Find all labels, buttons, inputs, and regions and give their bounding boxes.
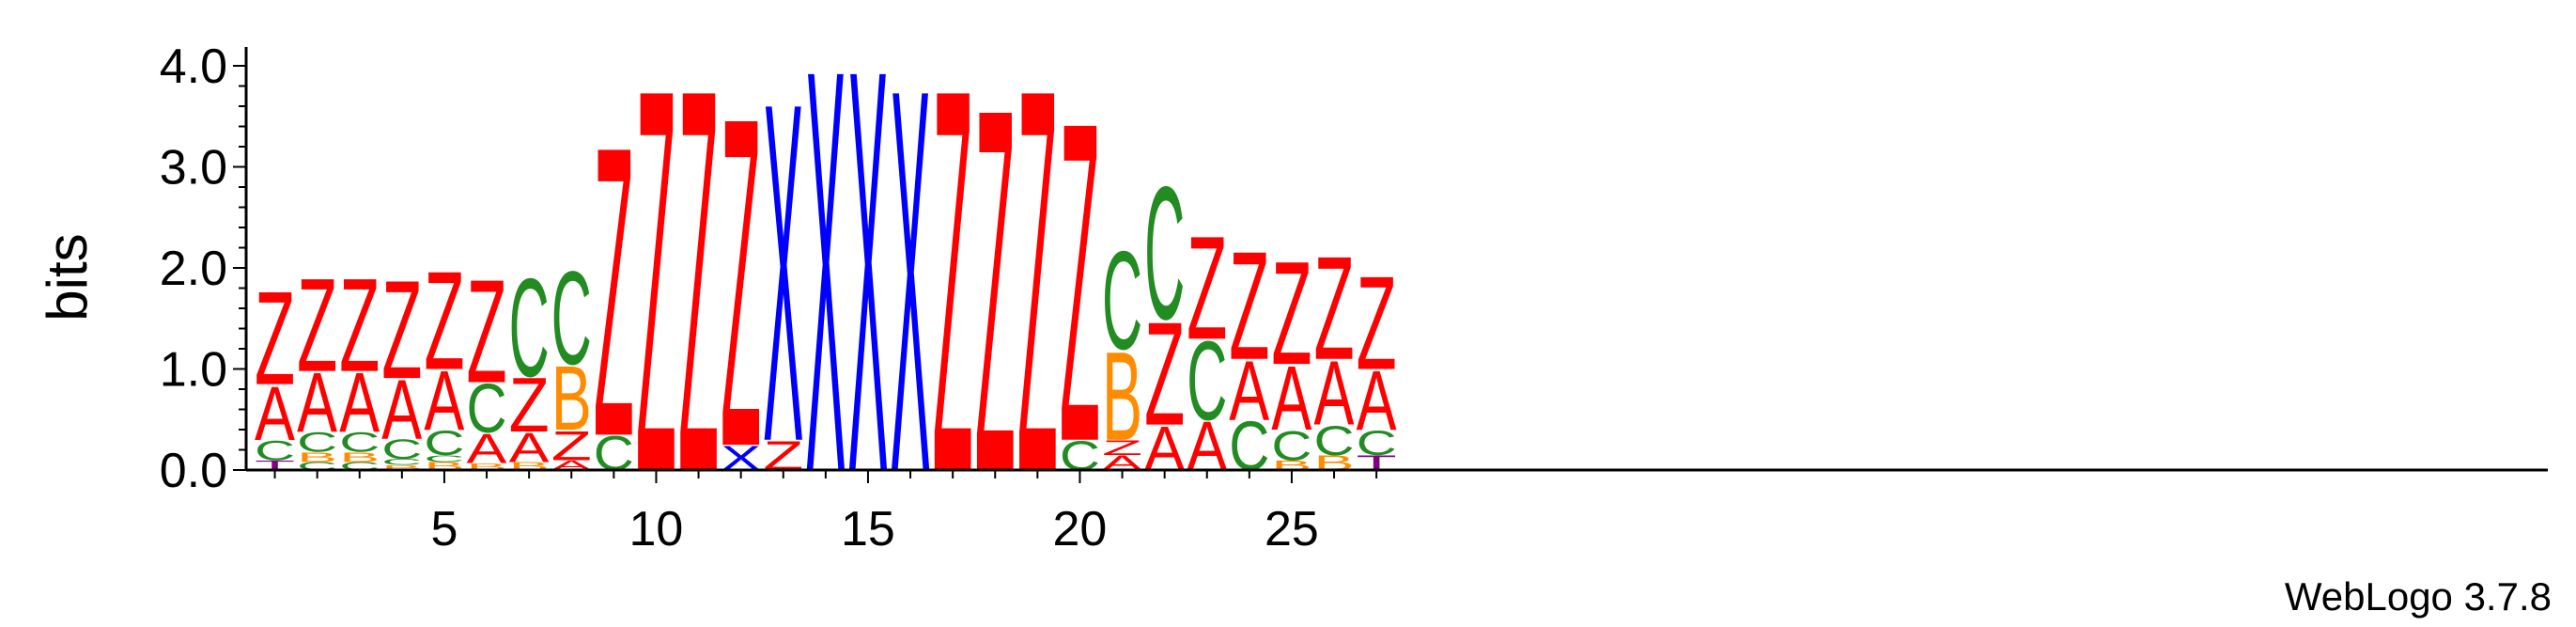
weblogo-credit: WebLogo 3.7.8 [2284, 574, 2552, 619]
y-axis-label: bits [36, 233, 99, 321]
logo-letter-B-pos-6: B [467, 462, 507, 473]
logo-letter-A-pos-4: A [381, 362, 422, 457]
y-tick-label: 3.0 [160, 141, 227, 196]
logo-letter-C-pos-5: C [424, 423, 464, 462]
logo-letter-C-pos-27: C [1357, 423, 1397, 462]
logo-letter-Z-pos-23: Z [1187, 205, 1227, 369]
logo-letter-C-pos-22: C [1144, 148, 1185, 359]
logo-letter-X-pos-14: X [805, 0, 846, 593]
x-tick-label: 10 [629, 502, 684, 556]
logo-letter-A-pos-27: A [1357, 353, 1397, 447]
logo-letter-Z-pos-9: Z [594, 59, 634, 523]
logo-letter-A-pos-24: A [1229, 343, 1269, 438]
logo-letter-Z-pos-11: Z [678, 0, 719, 587]
logo-letter-Z-pos-3: Z [339, 251, 380, 400]
y-tick-label: 4.0 [160, 39, 227, 94]
y-tick-label: 2.0 [160, 242, 227, 296]
logo-letter-C-pos-4: C [381, 433, 422, 465]
logo-letter-Z-pos-17: Z [933, 0, 973, 587]
logo-letter-Z-pos-25: Z [1271, 230, 1311, 395]
logo-letter-Z-pos-10: Z [636, 0, 676, 587]
logo-letter-C-pos-6: C [467, 370, 507, 448]
logo-letter-Z-pos-27: Z [1357, 249, 1397, 398]
logo-letter-X-pos-13: X [763, 2, 803, 542]
logo-letter-Z-pos-2: Z [297, 251, 337, 400]
x-tick-label: 5 [430, 502, 458, 556]
logo-letter-C-pos-21: C [1102, 223, 1142, 380]
logo-letter-Z-pos-19: Z [1017, 0, 1058, 587]
logo-letter-X-pos-16: X [891, 0, 931, 587]
logo-letter-Z-pos-8: Z [551, 422, 592, 469]
logo-letter-A-pos-6: A [467, 425, 507, 472]
logo-letter-C-pos-2: C [297, 426, 337, 458]
logo-letter-Z-pos-1: Z [255, 264, 295, 413]
logo-letter-Z-pos-22: Z [1144, 291, 1185, 456]
x-tick-label: 20 [1053, 502, 1108, 556]
logo-letter-A-pos-25: A [1271, 348, 1311, 449]
logo-letter-A-pos-1: A [255, 369, 296, 456]
logo-letter-A-pos-5: A [424, 353, 464, 447]
logo-letter-Z-pos-7: Z [509, 363, 550, 448]
logo-letter-C-pos-23: C [1187, 320, 1227, 445]
logo-letter-Z-pos-18: Z [975, 2, 1016, 581]
logo-letter-B-pos-4: B [381, 463, 422, 471]
logo-letter-Z-pos-24: Z [1229, 220, 1269, 392]
logo-letter-C-pos-25: C [1271, 422, 1311, 469]
logo-letter-Z-pos-12: Z [721, 20, 761, 545]
logo-letter-C-pos-8: C [551, 243, 592, 393]
logo-letter-B-pos-3: B [339, 449, 380, 465]
logo-letter-C-pos-5: C [424, 453, 464, 464]
logo-letter-C-pos-4: C [381, 458, 422, 467]
logo-letter-A-pos-2: A [297, 355, 337, 450]
logo-letter-Z-pos-21: Z [1102, 436, 1142, 460]
logo-letter-C-pos-3: C [339, 426, 380, 458]
logo-letter-B-pos-21: B [1102, 327, 1142, 467]
logo-letter-A-pos-7: A [509, 424, 550, 471]
logo-letter-A-pos-26: A [1314, 342, 1355, 444]
logo-letter-Z-pos-4: Z [381, 251, 422, 409]
logo-axes: 0.0 1.0 2.0 3.0 4.0 bits 5 10 15 20 25 [36, 39, 2548, 556]
logo-letter-A-pos-3: A [339, 355, 380, 450]
logo-letter-X-pos-15: X [847, 0, 888, 593]
logo-letter-B-pos-8: B [551, 348, 592, 449]
logo-letter-Z-pos-20: Z [1060, 28, 1100, 538]
y-tick-label: 0.0 [160, 444, 227, 498]
x-tick-label: 15 [841, 502, 895, 556]
logo-letter-C-pos-7: C [509, 250, 550, 407]
y-tick-label: 1.0 [160, 343, 227, 398]
logo-letter-Z-pos-5: Z [424, 242, 464, 400]
logo-letter-Z-pos-6: Z [467, 249, 507, 414]
logo-letter-C-pos-1: C [255, 434, 295, 466]
x-tick-label: 25 [1265, 502, 1319, 556]
logo-letter-Z-pos-26: Z [1314, 226, 1355, 390]
logo-letter-B-pos-2: B [297, 449, 337, 465]
logo-letter-C-pos-26: C [1314, 417, 1355, 464]
